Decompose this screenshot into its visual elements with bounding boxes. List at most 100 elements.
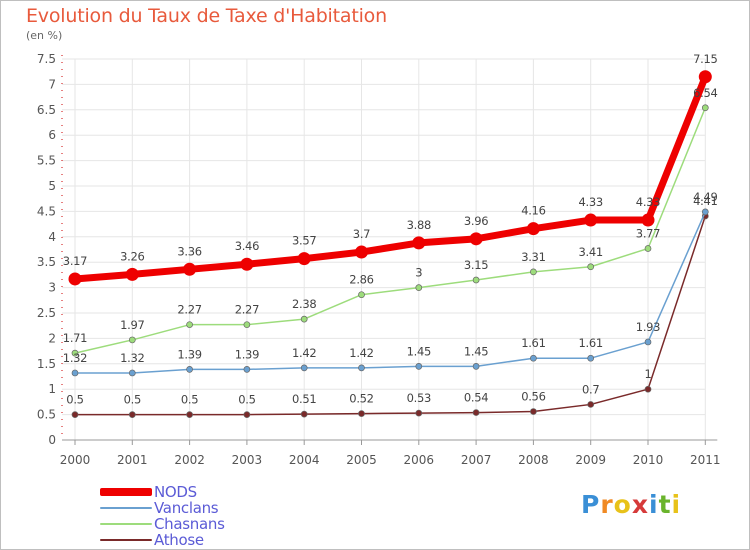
data-label-athose: 0.52 (349, 392, 373, 406)
logo-letter: P (581, 490, 601, 519)
data-label-nods: 3.46 (235, 239, 259, 253)
data-label-athose: 1 (644, 367, 651, 381)
data-point-nods (125, 267, 139, 281)
data-label-athose: 0.51 (292, 392, 316, 406)
data-point-chasnans (587, 263, 595, 271)
x-tick-label: 2004 (289, 453, 320, 467)
y-tick-label: 1.5 (37, 357, 56, 371)
data-point-nods (641, 213, 655, 227)
data-label-nods: 4.33 (636, 195, 660, 209)
data-point-athose (587, 401, 595, 408)
data-label-vanclans: 1.93 (636, 320, 660, 334)
legend-swatch (100, 539, 152, 541)
labels-layer: 3.17 3.26 3.36 3.46 3.57 3.7 3.88 3.96 4.16 4.33 4… (63, 52, 718, 407)
data-label-chasnans: 3.77 (636, 226, 660, 240)
data-point-athose (472, 409, 480, 416)
y-tick-label: 5.5 (37, 154, 56, 168)
y-tick-label: 3 (48, 281, 56, 295)
data-point-nods (355, 245, 368, 259)
data-point-chasnans (530, 268, 537, 276)
series-layer (68, 70, 712, 418)
grid-layer (62, 58, 706, 440)
data-label-nods: 3.96 (464, 214, 488, 228)
x-tick-label: 2002 (174, 453, 205, 467)
data-label-vanclans: 1.39 (177, 347, 201, 361)
data-point-chasnans (243, 321, 251, 329)
data-point-athose (530, 408, 537, 415)
data-point-athose (186, 411, 193, 418)
data-point-chasnans (186, 321, 193, 329)
data-point-vanclans (71, 369, 79, 377)
x-tick-label: 2000 (60, 453, 91, 467)
data-point-nods (240, 257, 254, 271)
data-label-chasnans: 2.86 (349, 273, 373, 287)
logo-letter: x (631, 490, 649, 519)
data-point-chasnans (415, 284, 423, 291)
data-point-nods (297, 252, 311, 266)
data-point-chasnans (300, 315, 308, 323)
data-label-nods: 3.17 (63, 254, 87, 268)
data-label-athose: 0.54 (464, 391, 488, 405)
data-point-nods (584, 213, 598, 227)
data-point-athose (415, 409, 423, 417)
logo-letter: i (649, 490, 659, 519)
x-tick-label: 2001 (117, 453, 148, 467)
y-tick-label: 4.5 (37, 204, 56, 218)
data-label-chasnans: 3.15 (464, 258, 488, 272)
data-point-vanclans (415, 362, 423, 370)
legend-label: NODS (154, 483, 197, 501)
data-label-nods: 3.57 (292, 234, 316, 248)
x-tick-label: 2007 (461, 453, 492, 467)
data-label-vanclans: 4.49 (693, 190, 717, 204)
y-tick-label: 0 (48, 433, 56, 447)
data-point-vanclans (472, 362, 480, 370)
data-label-nods: 7.15 (693, 52, 717, 66)
data-point-nods (183, 262, 197, 276)
data-point-vanclans (128, 369, 136, 377)
data-point-nods (526, 222, 540, 236)
data-point-athose (644, 385, 652, 393)
data-label-vanclans: 1.61 (578, 336, 602, 350)
x-tick-label: 2005 (346, 453, 377, 467)
data-point-nods (68, 272, 82, 286)
data-label-chasnans: 3.41 (578, 245, 602, 259)
y-tick-label: 0.5 (37, 408, 56, 422)
data-label-vanclans: 1.45 (407, 344, 431, 358)
data-point-vanclans (358, 364, 365, 372)
data-point-chasnans (358, 291, 365, 299)
data-point-nods (412, 236, 426, 250)
legend-swatch (100, 523, 152, 525)
data-point-nods (698, 70, 712, 84)
data-label-athose: 0.53 (407, 391, 431, 405)
logo-letter: t (658, 490, 672, 519)
data-label-nods: 3.7 (353, 227, 370, 241)
y-tick-label: 6 (48, 128, 56, 142)
data-label-athose: 0.5 (238, 393, 255, 407)
legend-label: Athose (154, 531, 204, 549)
legend-swatch (100, 488, 152, 496)
data-label-nods: 3.36 (177, 244, 201, 258)
chart-unit-label: (en %) (26, 29, 63, 42)
y-tick-label: 7.5 (37, 52, 56, 66)
series-line-vanclans (74, 211, 707, 374)
y-tick-label: 2.5 (37, 306, 56, 320)
data-point-athose (128, 411, 136, 418)
data-label-chasnans: 3 (415, 266, 422, 280)
data-label-chasnans: 1.97 (120, 318, 144, 332)
data-label-athose: 0.5 (181, 393, 198, 407)
y-tick-label: 1 (48, 382, 56, 396)
data-label-athose: 0.5 (124, 393, 141, 407)
logo-letter: r (600, 490, 614, 519)
data-label-vanclans: 1.39 (235, 347, 259, 361)
data-label-chasnans: 2.27 (177, 303, 201, 317)
data-point-chasnans (644, 245, 652, 252)
data-point-chasnans (701, 104, 709, 112)
legend-label: Vanclans (154, 499, 219, 517)
data-point-chasnans (71, 349, 79, 357)
data-label-nods: 4.16 (521, 204, 545, 218)
x-tick-label: 2011 (690, 453, 721, 467)
y-tick-label: 6.5 (37, 103, 56, 117)
data-label-chasnans: 2.38 (292, 297, 316, 311)
data-label-vanclans: 1.42 (292, 346, 316, 360)
data-point-athose (358, 410, 365, 417)
